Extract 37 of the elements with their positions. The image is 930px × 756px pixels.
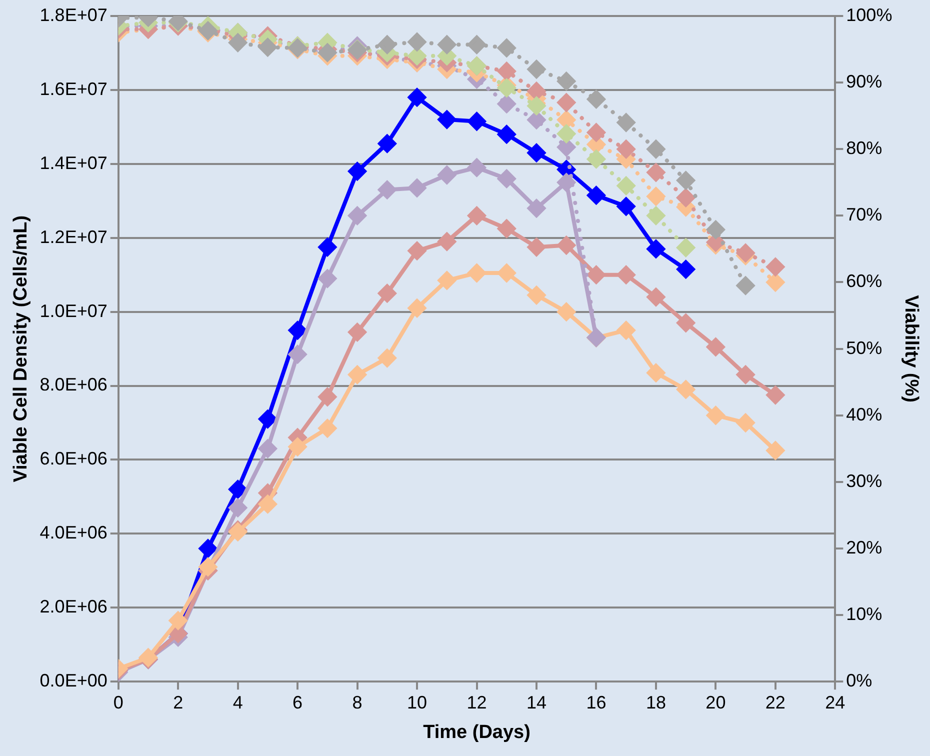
y-tick-label: 0.0E+00	[40, 670, 108, 691]
y-tick-label: 4.0E+06	[40, 522, 108, 543]
x-tick-label: 24	[825, 692, 846, 712]
y-tick-label: 2.0E+06	[40, 596, 108, 617]
y2-tick-label: 80%	[846, 138, 882, 158]
y2-axis-title: Viability (%)	[900, 295, 922, 402]
y2-tick-label: 40%	[846, 404, 882, 424]
x-tick-label: 20	[706, 692, 726, 712]
x-tick-label: 0	[113, 692, 124, 712]
y-tick-label: 1.2E+07	[40, 226, 108, 247]
y-axis-title: Viable Cell Density (Cells/mL)	[10, 215, 32, 482]
x-tick-label: 12	[466, 692, 487, 712]
y-tick-label: 1.4E+07	[40, 152, 108, 173]
y-tick-label: 1.8E+07	[40, 4, 108, 25]
x-tick-label: 10	[407, 692, 428, 712]
y-tick-label: 6.0E+06	[40, 448, 108, 469]
x-tick-label: 16	[586, 692, 606, 712]
x-tick-label: 4	[232, 692, 243, 712]
y2-tick-label: 90%	[846, 72, 882, 92]
y-tick-label: 1.6E+07	[40, 78, 108, 99]
y2-tick-label: 0%	[846, 670, 872, 691]
x-tick-label: 22	[765, 692, 786, 712]
x-tick-label: 14	[526, 692, 547, 712]
y-tick-label: 8.0E+06	[40, 374, 108, 395]
y2-tick-label: 10%	[846, 604, 882, 624]
x-tick-label: 6	[292, 692, 303, 712]
y2-tick-label: 50%	[846, 338, 882, 358]
x-tick-label: 2	[173, 692, 184, 712]
x-axis-title: Time (Days)	[423, 722, 530, 743]
x-tick-label: 8	[352, 692, 362, 712]
y2-tick-label: 60%	[846, 271, 882, 292]
y2-tick-label: 30%	[846, 470, 882, 491]
y2-tick-label: 70%	[846, 204, 882, 225]
y2-tick-label: 20%	[846, 537, 882, 558]
y-tick-label: 1.0E+07	[40, 300, 108, 321]
x-tick-label: 18	[646, 692, 666, 712]
y2-tick-label: 100%	[846, 4, 892, 25]
